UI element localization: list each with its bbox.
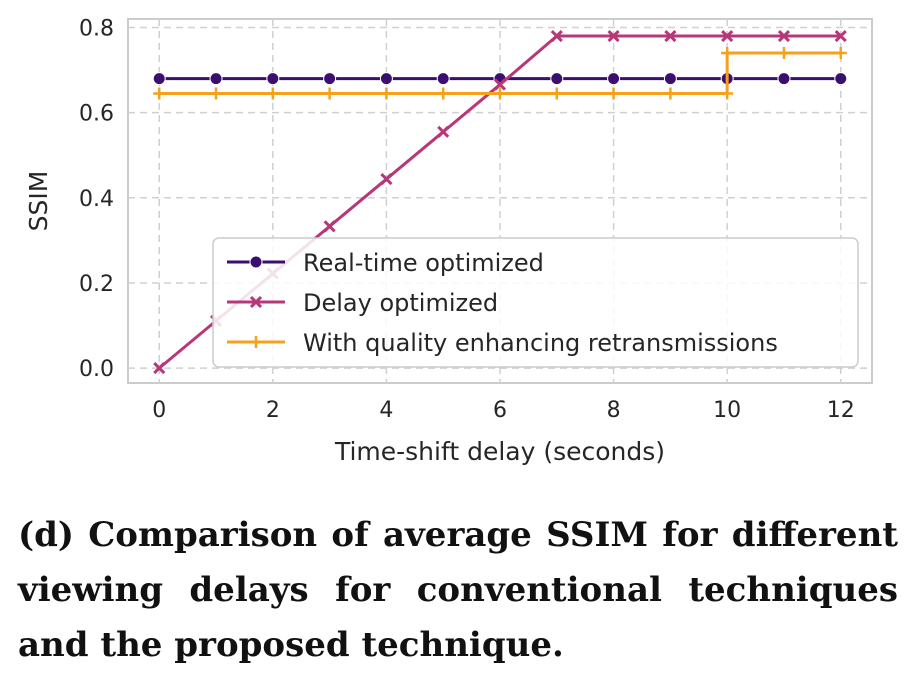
x-tick-label: 6 xyxy=(493,398,507,423)
data-point xyxy=(777,47,790,60)
data-point xyxy=(323,220,336,233)
data-point xyxy=(607,72,621,86)
data-point xyxy=(834,72,848,86)
x-tick-label: 2 xyxy=(266,398,280,423)
x-axis-label: Time-shift delay (seconds) xyxy=(334,437,665,466)
legend-entry: Delay optimized xyxy=(227,289,498,317)
data-point xyxy=(721,47,734,60)
y-tick-label: 0.0 xyxy=(79,357,114,382)
legend-marker xyxy=(249,295,263,309)
x-tick-label: 10 xyxy=(713,398,741,423)
x-tick-label: 8 xyxy=(607,398,621,423)
data-point xyxy=(663,72,677,86)
data-point xyxy=(153,87,166,100)
legend-label: With quality enhancing retransmissions xyxy=(303,329,778,357)
data-point xyxy=(607,29,620,43)
legend-box xyxy=(212,237,859,368)
data-point xyxy=(380,173,393,186)
data-point xyxy=(834,29,847,43)
y-tick-label: 0.8 xyxy=(79,17,114,42)
data-point xyxy=(266,87,279,100)
data-point xyxy=(323,87,336,100)
data-point xyxy=(550,72,564,86)
data-point xyxy=(152,72,166,86)
legend-entry: Real-time optimized xyxy=(227,249,544,277)
data-point xyxy=(437,87,450,100)
data-point xyxy=(494,87,506,100)
legend-marker xyxy=(250,336,262,348)
data-point xyxy=(664,29,677,43)
data-point xyxy=(664,87,677,100)
data-point xyxy=(493,78,507,91)
legend: Real-time optimized Delay optimized With q… xyxy=(212,237,859,368)
figure-caption: (d) Comparison of average SSIM for diffe… xyxy=(18,515,898,665)
data-point xyxy=(777,72,791,86)
data-point xyxy=(379,72,393,86)
legend-label: Real-time optimized xyxy=(303,249,544,277)
data-point xyxy=(607,87,620,100)
legend-entry: With quality enhancing retransmissions xyxy=(227,329,778,357)
x-axis-ticks: 0 2 4 6 8 10 12 xyxy=(152,398,855,423)
data-point xyxy=(721,29,734,43)
y-axis-ticks: 0.0 0.2 0.4 0.6 0.8 xyxy=(79,17,114,383)
data-point xyxy=(834,47,847,60)
data-point xyxy=(323,72,337,86)
series-3 xyxy=(153,47,847,100)
data-point xyxy=(209,72,223,86)
data-point xyxy=(437,125,450,138)
legend-label: Delay optimized xyxy=(303,289,498,317)
x-tick-label: 4 xyxy=(379,398,393,423)
data-point xyxy=(266,72,280,86)
data-point xyxy=(436,72,450,86)
data-point xyxy=(721,87,734,100)
x-tick-label: 0 xyxy=(152,398,166,423)
y-axis-label: SSIM xyxy=(24,171,53,232)
data-point xyxy=(153,362,166,375)
ssim-line-chart: 0 2 4 6 8 10 12 0.0 0.2 0.4 0.6 0.8 Time-shift del… xyxy=(24,17,873,466)
data-point xyxy=(380,87,393,100)
x-tick-label: 12 xyxy=(827,398,855,423)
y-tick-label: 0.6 xyxy=(79,102,114,127)
y-tick-label: 0.4 xyxy=(79,187,114,212)
data-point xyxy=(777,29,791,43)
data-point xyxy=(550,29,563,43)
data-point xyxy=(210,87,223,100)
data-point xyxy=(550,87,563,100)
y-tick-label: 0.2 xyxy=(79,272,114,297)
legend-marker xyxy=(249,255,263,269)
series-line xyxy=(159,51,841,96)
